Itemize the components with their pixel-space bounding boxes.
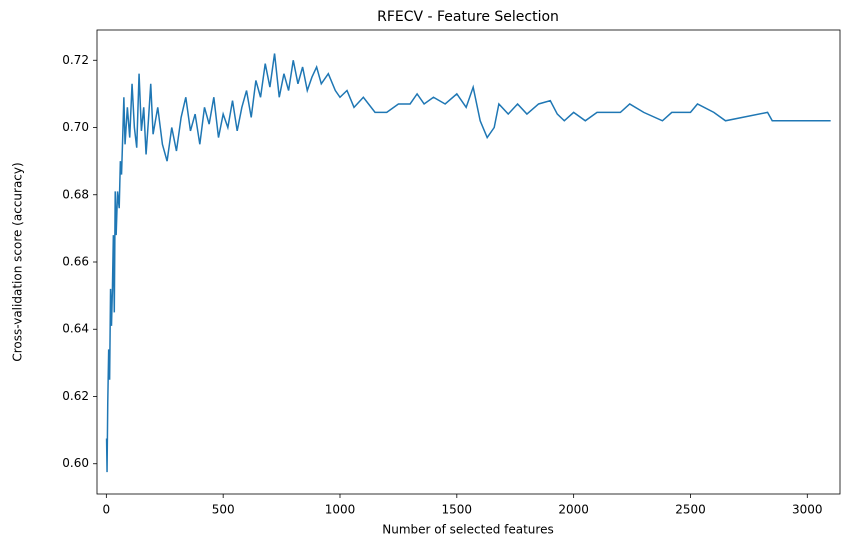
y-tick-label: 0.64	[62, 322, 89, 336]
chart-title: RFECV - Feature Selection	[377, 9, 559, 25]
y-tick-label: 0.72	[62, 53, 89, 67]
x-tick-label: 2000	[558, 503, 589, 517]
x-tick-label: 2500	[675, 503, 706, 517]
y-tick-label: 0.68	[62, 187, 89, 201]
x-tick-label: 1500	[442, 503, 473, 517]
y-tick-label: 0.70	[62, 120, 89, 134]
y-tick-label: 0.66	[62, 255, 89, 269]
x-tick-label: 1000	[325, 503, 356, 517]
x-tick-label: 0	[103, 503, 111, 517]
y-tick-label: 0.62	[62, 389, 89, 403]
x-tick-label: 500	[212, 503, 235, 517]
x-axis-label: Number of selected features	[382, 523, 553, 537]
x-tick-label: 3000	[792, 503, 823, 517]
y-axis-label: Cross-validation score (accuracy)	[11, 162, 25, 361]
y-tick-label: 0.60	[62, 456, 89, 470]
data-line	[105, 53, 831, 473]
